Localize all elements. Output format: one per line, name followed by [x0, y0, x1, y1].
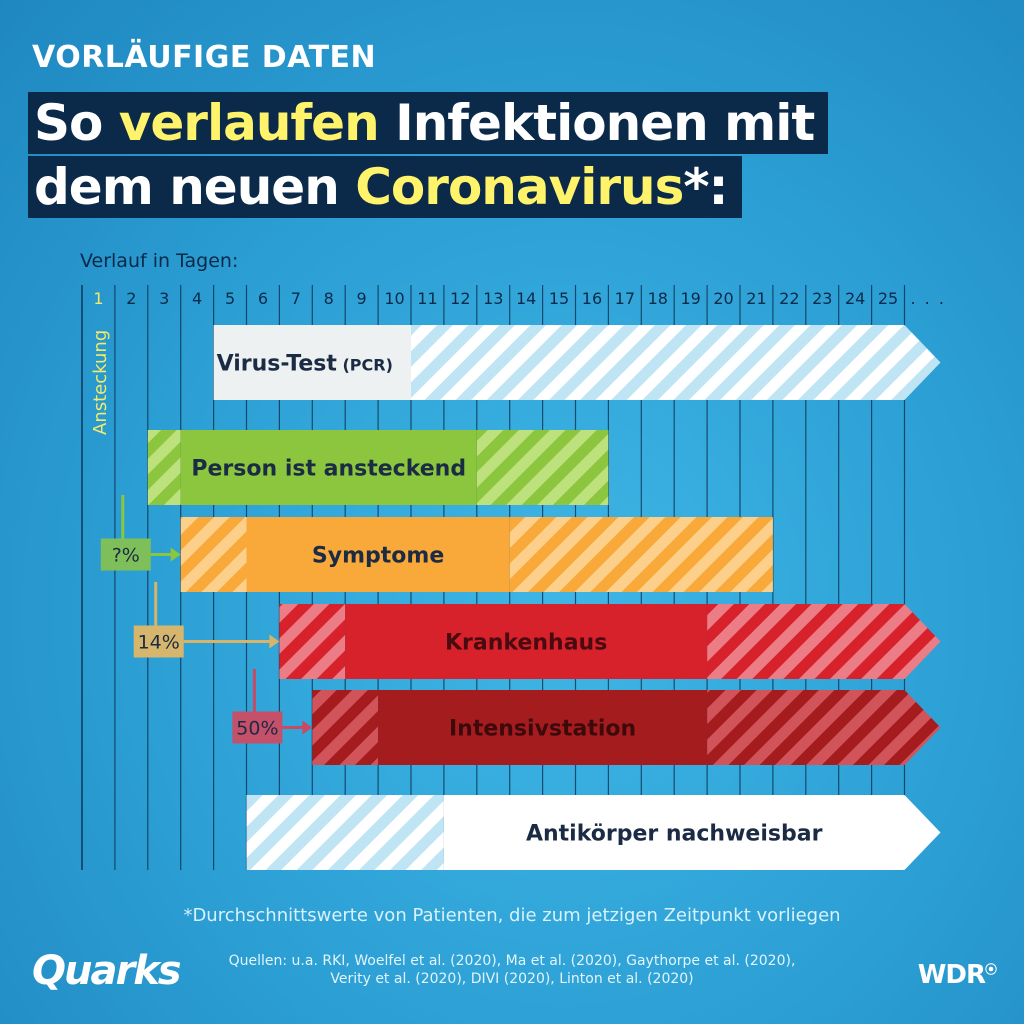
day-tick-label: 2 [126, 289, 136, 308]
day-tick-label: 3 [159, 289, 169, 308]
title-text: Infektionen mit [378, 94, 815, 152]
phase-arrow-head [904, 795, 941, 870]
day-tick-label: 14 [516, 289, 536, 308]
phase-bar [246, 517, 510, 592]
phase-bar-uncertain [147, 430, 181, 505]
kicker-label: VORLÄUFIGE DATEN [32, 40, 377, 75]
day-tick-label: 13 [483, 289, 503, 308]
day-tick-label: 6 [258, 289, 268, 308]
wdr-logo-text: WDR [917, 960, 986, 990]
transition-box [100, 538, 151, 571]
phase-label: Antikörper nachweisbar [526, 822, 823, 847]
day-tick-label: 17 [615, 289, 635, 308]
phase-label: Virus-Test (PCR) [217, 352, 393, 377]
phase-bar-uncertain [476, 430, 609, 505]
day-tick-label: 23 [812, 289, 832, 308]
phase-arrow-head [904, 690, 941, 765]
day-tick-label: 21 [746, 289, 766, 308]
day-tick-label: 24 [845, 289, 865, 308]
phase-bar [378, 690, 708, 765]
title-text: dem neuen [34, 158, 356, 216]
phase-bar-uncertain [509, 517, 773, 592]
footnote: *Durchschnittswerte von Patienten, die z… [183, 905, 841, 926]
day-tick-label: 5 [225, 289, 235, 308]
phase-bar-uncertain [707, 690, 905, 765]
transition-box [133, 625, 184, 658]
sources: Quellen: u.a. RKI, Woelfel et al. (2020)… [0, 952, 1024, 988]
transition-percent: 50% [236, 718, 278, 740]
day-tick-label: 25 [878, 289, 898, 308]
day-tick-label: 12 [450, 289, 470, 308]
transition-arrow-head [269, 634, 280, 649]
day-tick-label: 9 [357, 289, 367, 308]
sources-line: Quellen: u.a. RKI, Woelfel et al. (2020)… [228, 953, 796, 969]
quarks-logo: Quarks [32, 948, 182, 994]
phase-label: Symptome [312, 544, 444, 569]
wdr-logo: WDR⦿ [917, 960, 997, 990]
day-tick-label: 22 [779, 289, 799, 308]
phase-bar [180, 430, 477, 505]
transition-box [232, 711, 283, 744]
phase-label: Person ist ansteckend [191, 457, 466, 482]
day-ellipsis: . . . [911, 289, 946, 308]
phase-bar-uncertain [312, 690, 379, 765]
phase-label: Intensivstation [449, 717, 636, 742]
wdr-logo-mark: ⦿ [984, 962, 997, 977]
day-tick-label: 10 [384, 289, 404, 308]
phase-bar [213, 325, 411, 400]
day-tick-label: 15 [549, 289, 569, 308]
title-highlight: verlaufen [118, 94, 380, 152]
title-text: *: [683, 158, 728, 216]
day-tick-label: 16 [582, 289, 602, 308]
day-tick-label: 4 [192, 289, 202, 308]
title-text: So [34, 94, 119, 152]
phase-bar-uncertain [411, 325, 905, 400]
transition-percent: 14% [138, 632, 180, 654]
phase-sub-label: (PCR) [337, 356, 393, 375]
phase-bar-uncertain [707, 604, 905, 679]
title-line-2: dem neuen Coronavirus*: [28, 156, 742, 218]
day-tick-label: 7 [291, 289, 301, 308]
axis-label: Verlauf in Tagen: [80, 250, 239, 272]
day-tick-label: 20 [713, 289, 733, 308]
phase-bar-uncertain [279, 604, 346, 679]
day-tick-label: 8 [324, 289, 334, 308]
phase-bar-uncertain [180, 517, 247, 592]
transition-arrow-head [170, 547, 181, 562]
title-line-1: So verlaufen Infektionen mit [28, 92, 829, 154]
transition-arrow-head [302, 720, 313, 735]
sources-line: Verity et al. (2020), DIVI (2020), Linto… [330, 971, 694, 987]
phase-arrow-head [904, 325, 941, 400]
title-highlight: Coronavirus [355, 158, 684, 216]
phase-bar [345, 604, 708, 679]
transition-percent: ?% [112, 545, 140, 567]
phase-arrow-head [904, 604, 941, 679]
infection-label: Ansteckung [90, 330, 111, 435]
phase-label: Krankenhaus [445, 631, 607, 656]
day-tick-label: 1 [93, 289, 103, 308]
day-tick-label: 18 [648, 289, 668, 308]
phase-bar-uncertain [246, 795, 444, 870]
day-tick-label: 19 [680, 289, 700, 308]
phase-bar [443, 795, 905, 870]
day-tick-label: 11 [417, 289, 437, 308]
